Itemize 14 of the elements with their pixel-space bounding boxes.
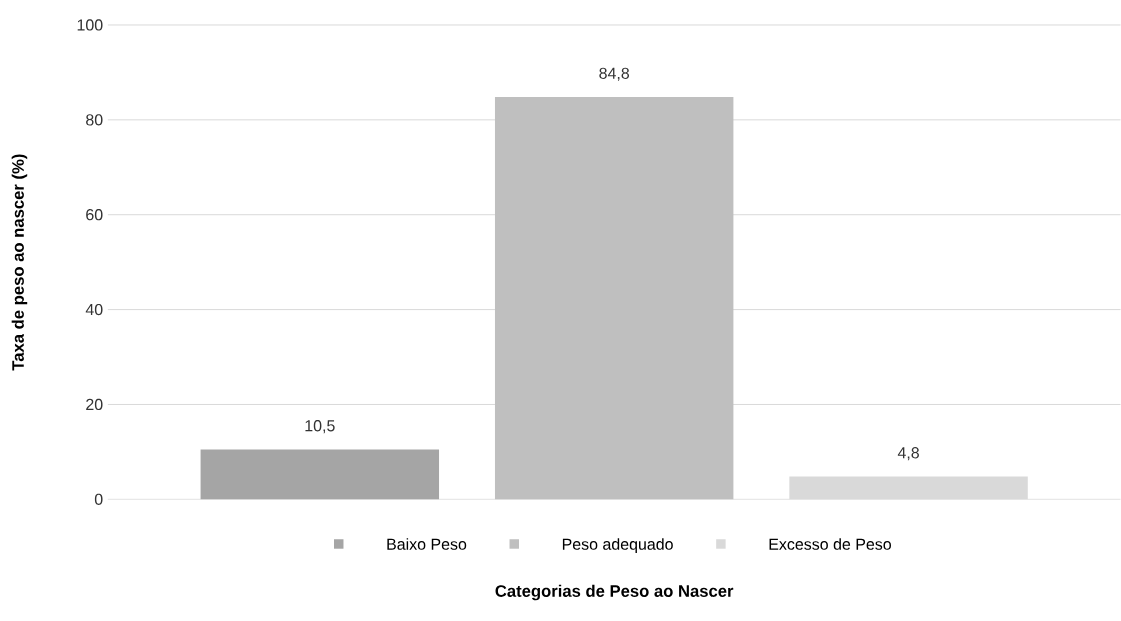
y-tick-label: 80 xyxy=(86,114,103,126)
data-label: 84,8 xyxy=(599,67,630,81)
y-tick-label: 60 xyxy=(86,208,103,221)
y-axis-title: Taxa de peso ao nascer (%) xyxy=(11,154,28,371)
y-tick-label: 100 xyxy=(77,19,103,31)
data-label: 4,8 xyxy=(897,447,919,461)
text: Peso adequado xyxy=(562,538,673,553)
y-tick-label: 0 xyxy=(94,493,103,505)
text: Excesso de Peso xyxy=(769,538,891,550)
data-label: 10,5 xyxy=(305,420,335,434)
y-tick-label: 20 xyxy=(86,398,103,411)
y-tick-label: 40 xyxy=(85,303,103,316)
x-axis-title: Categorias de Peso ao Nascer xyxy=(495,584,734,601)
text: Baixo Peso xyxy=(387,538,467,550)
